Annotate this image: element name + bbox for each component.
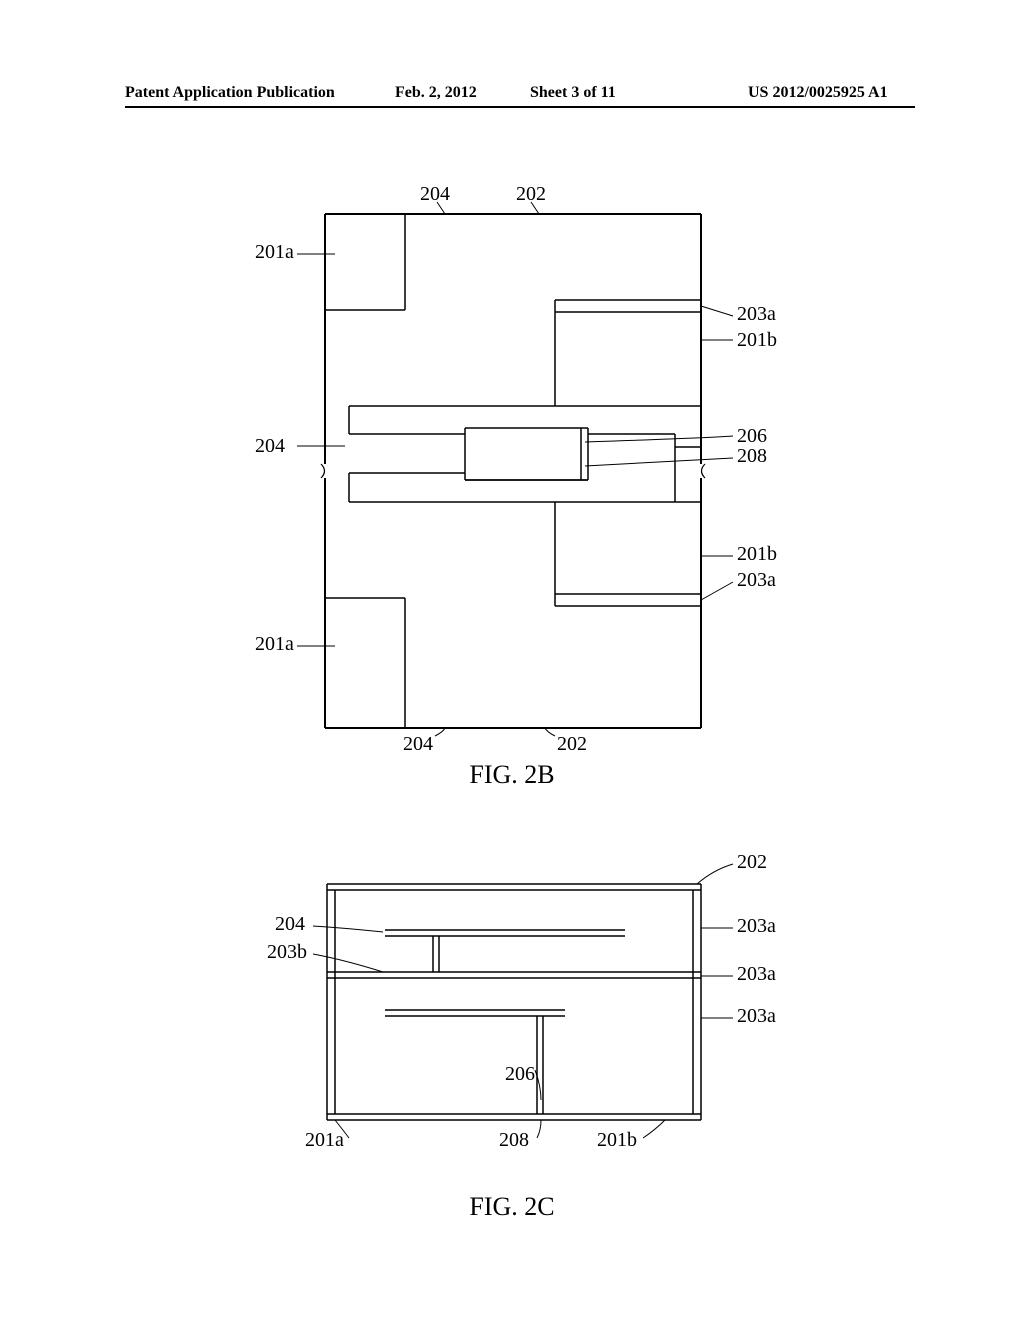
svg-text:208: 208 [499,1129,529,1151]
svg-text:203a: 203a [737,303,776,325]
pub-type: Patent Application Publication [125,84,335,102]
figure-2b: 204 202 201a 204 201a 203a 201b 206208 201b 203a 2… [185,180,845,750]
svg-text:201b: 201b [737,329,777,351]
svg-text:203a: 203a [737,963,776,985]
figure-2c: 202 204 203b 203a 203a 203a 206 201a 208 201b [185,850,845,1180]
sheet-num: Sheet 3 of 11 [530,84,616,102]
svg-text:203a: 203a [737,915,776,937]
svg-text:201a: 201a [255,241,294,263]
svg-text:203b: 203b [267,941,307,963]
svg-text:203a: 203a [737,569,776,591]
svg-text:202: 202 [516,183,546,205]
svg-text:202: 202 [557,733,587,750]
svg-text:201b: 201b [597,1129,637,1151]
svg-text:204: 204 [420,183,450,205]
svg-text:201a: 201a [255,633,294,655]
svg-text:201a: 201a [305,1129,344,1151]
svg-text:204: 204 [403,733,433,750]
svg-text:204: 204 [255,435,285,457]
pub-no: US 2012/0025925 A1 [748,84,888,102]
fig-2c-caption: FIG. 2C [0,1192,1024,1222]
svg-text:201b: 201b [737,543,777,565]
fig-2b-caption: FIG. 2B [0,760,1024,790]
svg-text:203a: 203a [737,1005,776,1027]
svg-text:202: 202 [737,851,767,873]
svg-text:204: 204 [275,913,305,935]
svg-text:206: 206 [737,425,767,447]
header-rule [125,106,915,108]
svg-text:206: 206 [505,1063,535,1085]
svg-text:208: 208 [737,445,767,467]
pub-date: Feb. 2, 2012 [395,84,477,102]
